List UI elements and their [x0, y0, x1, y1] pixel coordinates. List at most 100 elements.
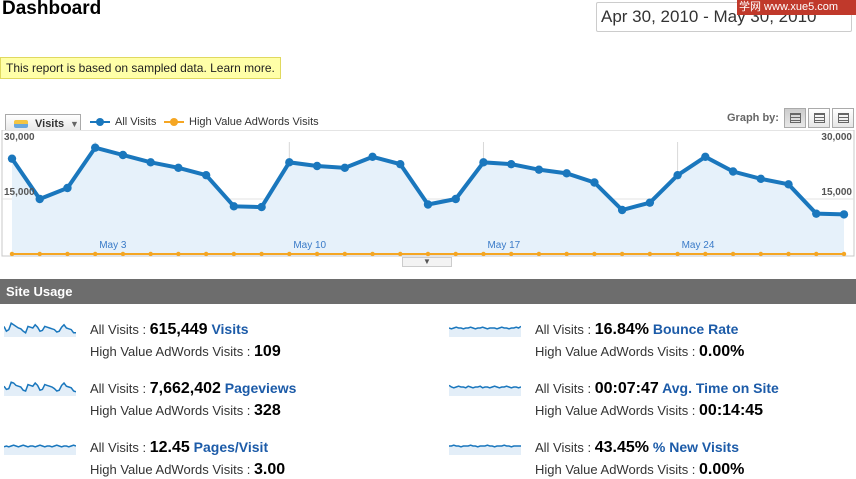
data-point	[342, 251, 347, 257]
sparkline[interactable]	[4, 437, 76, 455]
legend-all-visits: All Visits	[90, 116, 156, 128]
data-point	[564, 251, 569, 257]
sparkline[interactable]	[4, 378, 76, 396]
data-point	[176, 251, 181, 257]
legend-label: High Value AdWords Visits	[189, 116, 319, 128]
data-point	[368, 152, 377, 162]
legend-marker-icon	[90, 117, 110, 127]
graph-by-month-button[interactable]	[832, 108, 854, 128]
legend-label: All Visits	[115, 116, 157, 128]
x-tick-label: May 10	[293, 240, 326, 251]
metric-all-visits-line: All Visits : 43.45% % New Visits	[535, 439, 739, 457]
data-point	[841, 251, 847, 257]
data-point	[673, 170, 682, 180]
data-point	[146, 158, 155, 167]
metric-all-visits-label: All Visits :	[535, 322, 595, 337]
sparkline-fill	[449, 385, 521, 396]
metric-name-link[interactable]: Bounce Rate	[648, 321, 739, 337]
sparkline-line	[4, 444, 76, 448]
metric-all-visits-label: All Visits :	[535, 440, 595, 455]
graph-by-day-button[interactable]	[784, 108, 806, 128]
data-point	[451, 194, 460, 204]
visits-area-fill	[12, 147, 844, 254]
month-icon	[838, 113, 849, 123]
metric-high-value-label: High Value AdWords Visits :	[535, 344, 700, 359]
data-point	[562, 169, 571, 178]
sparkline[interactable]	[449, 319, 521, 337]
data-point	[812, 209, 821, 218]
metric-high-value-label: High Value AdWords Visits :	[90, 462, 255, 477]
sparkline[interactable]	[449, 378, 521, 396]
metric-all-visits-label: All Visits :	[535, 381, 595, 396]
line-graph-icon	[14, 120, 28, 128]
data-point	[647, 251, 653, 257]
sparkline[interactable]	[449, 437, 521, 455]
data-point	[37, 251, 42, 257]
caret-down-icon: ▼	[423, 257, 431, 266]
metric-name-link[interactable]: Visits	[207, 321, 249, 337]
metric-all-visits-value: 43.45%	[594, 439, 649, 456]
sparkline-fill	[4, 323, 76, 337]
graph-by-week-button[interactable]	[808, 108, 830, 128]
sparkline-fill	[4, 382, 76, 396]
metric-high-value-value: 3.00	[254, 461, 286, 478]
data-point	[730, 251, 736, 257]
metric-high-value-label: High Value AdWords Visits :	[90, 403, 255, 418]
data-point	[231, 251, 237, 257]
sparkline-fill	[4, 445, 76, 455]
data-point	[756, 174, 765, 184]
metric-name-link[interactable]: Pages/Visit	[189, 439, 269, 455]
metric-high-value-line: High Value AdWords Visits : 0.00%	[535, 461, 744, 479]
sparkline-line	[4, 322, 76, 334]
data-point	[93, 251, 98, 257]
data-point	[617, 205, 627, 215]
data-point	[370, 251, 375, 257]
x-tick-label: May 17	[487, 240, 520, 251]
sparkline-line	[449, 444, 521, 448]
data-point	[7, 154, 17, 163]
data-point	[453, 251, 458, 257]
metric-high-value-line: High Value AdWords Visits : 109	[90, 343, 281, 361]
metric-all-visits-value: 16.84%	[594, 321, 649, 338]
sparkline[interactable]	[4, 319, 76, 337]
data-point	[257, 202, 266, 212]
metric-high-value-label: High Value AdWords Visits :	[535, 462, 700, 477]
day-icon	[790, 113, 801, 123]
data-point	[312, 161, 322, 171]
metric-high-value-line: High Value AdWords Visits : 0.00%	[535, 343, 744, 361]
data-point	[398, 251, 403, 257]
data-point	[203, 251, 209, 257]
metric-high-value-value: 0.00%	[699, 461, 745, 478]
metric-all-visits-label: All Visits :	[90, 322, 150, 337]
metric-all-visits-label: All Visits :	[90, 381, 150, 396]
data-point	[174, 163, 183, 173]
learn-more-link[interactable]: Learn more.	[210, 61, 275, 75]
metric-name-link[interactable]: % New Visits	[648, 439, 739, 455]
data-point	[340, 163, 349, 173]
visits-chart: 30,000 30,000 15,000 15,000 May 3 May 10 May 1…	[1, 130, 855, 257]
metric-all-visits-line: All Visits : 16.84% Bounce Rate	[535, 321, 738, 339]
data-point	[285, 158, 294, 167]
metric-high-value-line: High Value AdWords Visits : 328	[90, 402, 281, 420]
y-tick-label-right: 15,000	[821, 187, 852, 198]
data-point	[287, 251, 292, 257]
metric-all-visits-line: All Visits : 00:07:47 Avg. Time on Site	[535, 380, 779, 398]
metric-high-value-value: 00:14:45	[699, 402, 764, 419]
metric-high-value-line: High Value AdWords Visits : 3.00	[90, 461, 285, 479]
chevron-down-icon: ▼	[70, 119, 79, 129]
metric-high-value-value: 0.00%	[699, 343, 745, 360]
metric-all-visits-value: 615,449	[149, 321, 208, 338]
metric-name-link[interactable]: Avg. Time on Site	[658, 380, 779, 396]
metric-select-button[interactable]: Visits ▼	[5, 114, 81, 133]
collapse-chart-toggle[interactable]: ▼	[402, 257, 452, 267]
data-point	[259, 251, 264, 257]
data-point	[425, 251, 431, 257]
watermark: 学网 www.xue5.com	[737, 0, 856, 15]
data-point	[35, 194, 44, 204]
data-point	[91, 143, 100, 152]
metric-name-link[interactable]: Pageviews	[220, 380, 297, 396]
data-point	[784, 180, 793, 189]
data-point	[63, 183, 72, 193]
data-point	[201, 170, 211, 180]
metric-all-visits-line: All Visits : 615,449 Visits	[90, 321, 249, 339]
